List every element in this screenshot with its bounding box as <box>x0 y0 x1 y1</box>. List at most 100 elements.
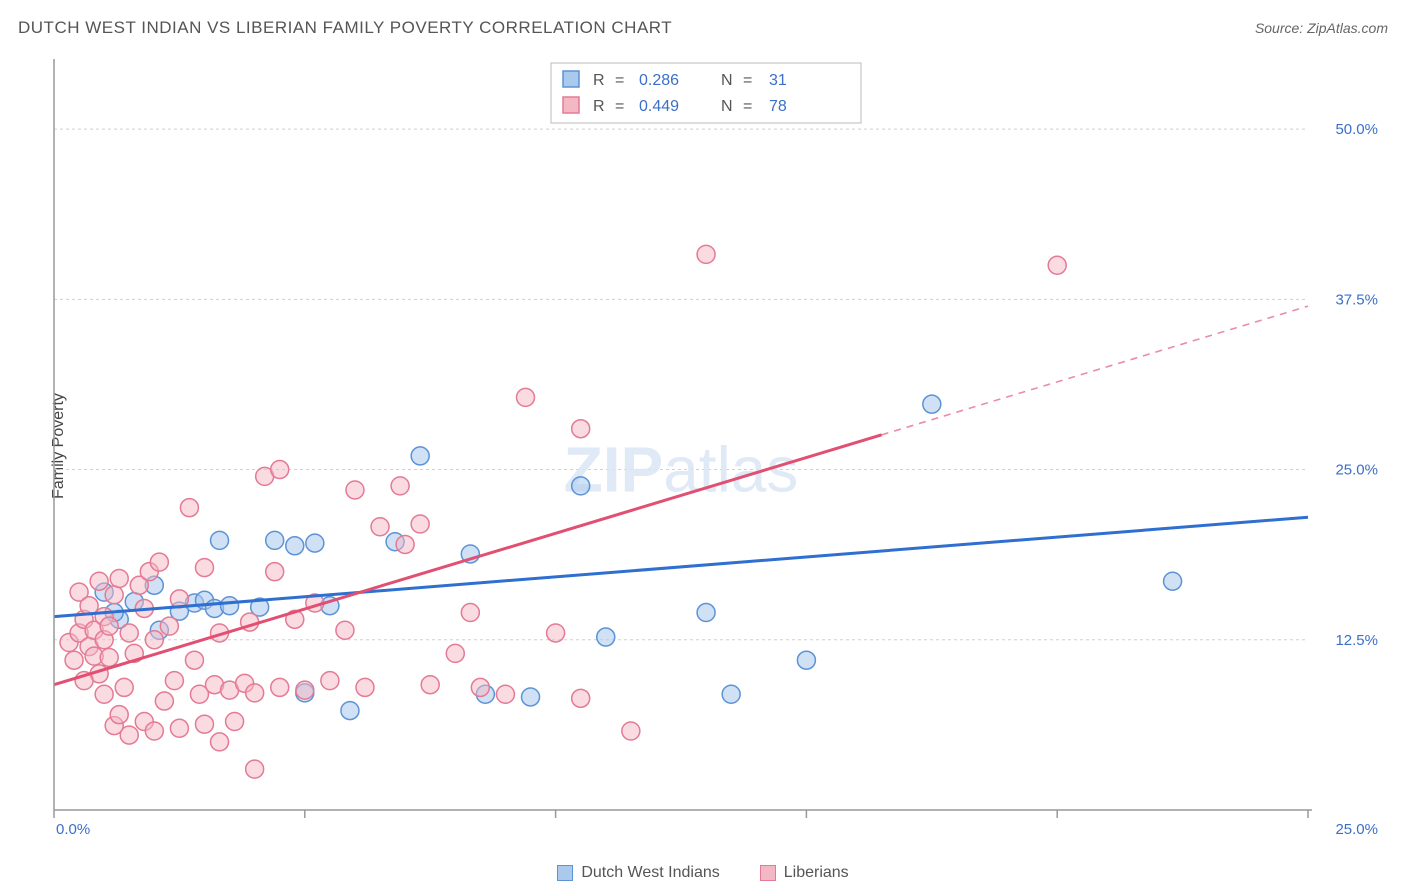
data-point-dutch <box>266 531 284 549</box>
data-point-liberian <box>165 672 183 690</box>
data-point-liberian <box>266 563 284 581</box>
data-point-dutch <box>341 702 359 720</box>
data-point-liberian <box>145 722 163 740</box>
chart-title: DUTCH WEST INDIAN VS LIBERIAN FAMILY POV… <box>18 18 672 38</box>
data-point-liberian <box>411 515 429 533</box>
stats-swatch-dutch <box>563 71 579 87</box>
data-point-dutch <box>211 531 229 549</box>
stats-eq: = <box>615 98 624 115</box>
data-point-liberian <box>271 678 289 696</box>
data-point-liberian <box>356 678 374 696</box>
stats-n-label: N <box>721 98 733 115</box>
data-point-liberian <box>150 553 168 571</box>
data-point-liberian <box>195 559 213 577</box>
source-name: ZipAtlas.com <box>1307 20 1388 36</box>
data-point-dutch <box>522 688 540 706</box>
data-point-liberian <box>211 733 229 751</box>
stats-n-label: N <box>721 72 733 89</box>
stats-eq: = <box>615 72 624 89</box>
chart-header: DUTCH WEST INDIAN VS LIBERIAN FAMILY POV… <box>18 18 1388 38</box>
data-point-dutch <box>597 628 615 646</box>
legend-item-liberian: Liberians <box>760 864 849 882</box>
stats-eq: = <box>743 98 752 115</box>
y-tick-label: 50.0% <box>1335 121 1378 138</box>
data-point-liberian <box>65 651 83 669</box>
data-point-liberian <box>421 676 439 694</box>
stats-r-label: R <box>593 72 605 89</box>
x-tick-label-min: 0.0% <box>56 821 90 838</box>
data-point-liberian <box>622 722 640 740</box>
data-point-liberian <box>246 684 264 702</box>
data-point-liberian <box>547 624 565 642</box>
x-tick-label-max: 25.0% <box>1335 821 1378 838</box>
bottom-legend: Dutch West Indians Liberians <box>0 864 1406 882</box>
data-point-liberian <box>155 692 173 710</box>
data-point-dutch <box>306 534 324 552</box>
y-tick-label: 25.0% <box>1335 462 1378 479</box>
data-point-liberian <box>170 719 188 737</box>
scatter-chart-svg: 12.5%25.0%37.5%50.0%ZIPatlas0.0%25.0%R=0… <box>50 55 1386 844</box>
data-point-dutch <box>722 685 740 703</box>
data-point-liberian <box>517 388 535 406</box>
data-point-liberian <box>697 245 715 263</box>
data-point-liberian <box>185 651 203 669</box>
data-point-liberian <box>391 477 409 495</box>
data-point-liberian <box>346 481 364 499</box>
y-tick-label: 37.5% <box>1335 291 1378 308</box>
data-point-liberian <box>110 569 128 587</box>
data-point-liberian <box>496 685 514 703</box>
data-point-dutch <box>923 395 941 413</box>
data-point-liberian <box>1048 256 1066 274</box>
data-point-liberian <box>336 621 354 639</box>
data-point-liberian <box>95 685 113 703</box>
data-point-dutch <box>572 477 590 495</box>
legend-label-dutch: Dutch West Indians <box>581 864 719 882</box>
legend-swatch-dutch <box>557 865 573 881</box>
data-point-liberian <box>446 644 464 662</box>
data-point-liberian <box>321 672 339 690</box>
data-point-liberian <box>572 689 590 707</box>
regression-line-liberian-extrap <box>882 306 1308 435</box>
data-point-liberian <box>100 648 118 666</box>
stats-r-value-liberian: 0.449 <box>639 98 679 115</box>
data-point-liberian <box>160 617 178 635</box>
legend-label-liberian: Liberians <box>784 864 849 882</box>
stats-eq: = <box>743 72 752 89</box>
stats-n-value-liberian: 78 <box>769 98 787 115</box>
data-point-liberian <box>180 499 198 517</box>
data-point-dutch <box>1164 572 1182 590</box>
data-point-dutch <box>286 537 304 555</box>
data-point-liberian <box>296 681 314 699</box>
data-point-dutch <box>221 597 239 615</box>
stats-r-label: R <box>593 98 605 115</box>
legend-item-dutch: Dutch West Indians <box>557 864 719 882</box>
stats-n-value-dutch: 31 <box>769 72 787 89</box>
regression-line-dutch <box>54 517 1308 616</box>
y-tick-label: 12.5% <box>1335 632 1378 649</box>
data-point-liberian <box>271 461 289 479</box>
data-point-liberian <box>90 572 108 590</box>
data-point-liberian <box>195 715 213 733</box>
data-point-liberian <box>572 420 590 438</box>
source-prefix: Source: <box>1255 20 1307 36</box>
data-point-liberian <box>120 726 138 744</box>
data-point-liberian <box>471 678 489 696</box>
data-point-liberian <box>120 624 138 642</box>
data-point-dutch <box>797 651 815 669</box>
data-point-liberian <box>105 586 123 604</box>
data-point-dutch <box>411 447 429 465</box>
data-point-liberian <box>110 706 128 724</box>
chart-area: 12.5%25.0%37.5%50.0%ZIPatlas0.0%25.0%R=0… <box>50 55 1386 844</box>
data-point-liberian <box>461 604 479 622</box>
data-point-liberian <box>396 535 414 553</box>
legend-swatch-liberian <box>760 865 776 881</box>
data-point-liberian <box>226 712 244 730</box>
data-point-liberian <box>115 678 133 696</box>
stats-r-value-dutch: 0.286 <box>639 72 679 89</box>
data-point-liberian <box>371 518 389 536</box>
stats-swatch-liberian <box>563 97 579 113</box>
data-point-liberian <box>246 760 264 778</box>
chart-source: Source: ZipAtlas.com <box>1255 20 1388 36</box>
data-point-liberian <box>145 631 163 649</box>
data-point-dutch <box>697 604 715 622</box>
